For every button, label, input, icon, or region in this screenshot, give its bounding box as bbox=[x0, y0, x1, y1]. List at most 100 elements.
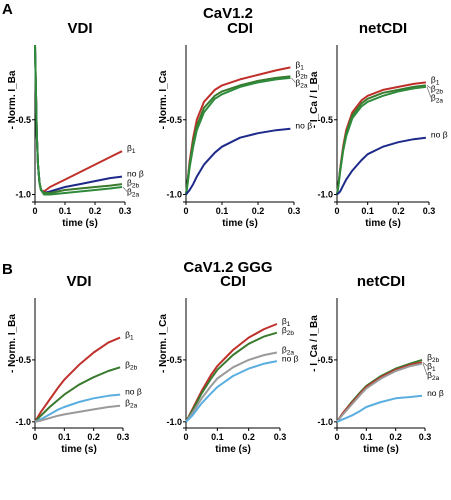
series-label-1: β2b bbox=[431, 83, 444, 95]
label-leader bbox=[422, 362, 428, 367]
series-label-1: no β bbox=[127, 169, 144, 179]
y-tick-label: -0.5 bbox=[166, 355, 182, 365]
series-label-3: no β bbox=[295, 121, 312, 131]
chart-b-netcdi: netCDI 0 0.1 0.2 0.3 -1.0 -0.5 time (s) - I_Ca /… bbox=[309, 273, 444, 455]
subplot-title: netCDI bbox=[359, 20, 407, 37]
label-leader bbox=[426, 85, 432, 89]
series-line bbox=[185, 351, 278, 423]
y-tick-label: -1.0 bbox=[15, 190, 31, 200]
x-tick-label: 0.1 bbox=[360, 432, 373, 442]
series-label-2: no β bbox=[125, 387, 142, 397]
series-line bbox=[34, 44, 123, 193]
y-axis-label: - Norm. I_Ba bbox=[7, 70, 18, 129]
x-tick-label: 0.3 bbox=[288, 206, 301, 216]
x-tick-label: 0.1 bbox=[361, 206, 374, 216]
series-line bbox=[185, 331, 278, 423]
chart-b-cdi: CDI 0 0.1 0.2 0.3 -1.0 -0.5 time (s) - Norm. I_C… bbox=[158, 273, 299, 455]
subplot-title: CDI bbox=[220, 273, 246, 290]
y-axis-label: - Norm. I_Ba bbox=[7, 314, 18, 373]
y-tick-label: -0.5 bbox=[15, 115, 31, 125]
series-label-2: β2a bbox=[431, 92, 444, 104]
y-tick-label: -1.0 bbox=[166, 190, 182, 200]
chart-b-vdi: VDI 0 0.1 0.2 0.3 -1.0 -0.5 time (s) - Norm. I_B… bbox=[7, 273, 142, 455]
x-axis-label: time (s) bbox=[365, 218, 401, 229]
y-tick-label: -0.5 bbox=[166, 115, 182, 125]
y-tick-label: -0.5 bbox=[15, 355, 31, 365]
x-tick-label: 0.2 bbox=[87, 432, 100, 442]
series-line bbox=[336, 361, 423, 423]
series-label-1: β2b bbox=[295, 68, 308, 80]
x-tick-label: 0.2 bbox=[252, 206, 265, 216]
row-title-a: CaV1.2 bbox=[203, 5, 253, 22]
x-tick-label: 0.3 bbox=[117, 432, 130, 442]
series-line bbox=[34, 44, 123, 194]
series-label-3: no β bbox=[431, 130, 448, 140]
label-leader bbox=[426, 86, 432, 98]
series-label-0: β1 bbox=[125, 330, 134, 342]
y-axis-label: - Norm. I_Ca bbox=[158, 314, 169, 373]
series-label-0: β1 bbox=[282, 316, 291, 328]
label-leader bbox=[291, 77, 296, 83]
series-line bbox=[185, 360, 278, 423]
series-line bbox=[34, 393, 121, 423]
x-axis-label: time (s) bbox=[215, 444, 251, 455]
series-label-1: β2b bbox=[125, 359, 138, 371]
x-axis-label: time (s) bbox=[61, 444, 97, 455]
label-leader bbox=[422, 363, 428, 376]
series-line bbox=[336, 136, 427, 196]
series-label-3: no β bbox=[282, 353, 299, 363]
x-tick-label: 0.2 bbox=[242, 432, 255, 442]
y-tick-label: -1.0 bbox=[15, 417, 31, 427]
series-label-1: β1 bbox=[427, 361, 436, 373]
x-tick-label: 0.3 bbox=[419, 432, 432, 442]
x-tick-label: 0.1 bbox=[59, 206, 72, 216]
x-tick-label: 0.2 bbox=[392, 206, 405, 216]
x-tick-label: 0 bbox=[334, 432, 339, 442]
y-axis-label: - I_Ca / I_Ba bbox=[309, 315, 320, 372]
y-axis-label: - Norm. I_Ca bbox=[158, 70, 169, 129]
series-label-1: β2b bbox=[282, 325, 295, 337]
x-tick-label: 0.1 bbox=[58, 432, 71, 442]
x-tick-label: 0.1 bbox=[216, 206, 229, 216]
subplot-title: CDI bbox=[227, 20, 253, 37]
series-line bbox=[185, 75, 291, 195]
series-label-0: β1 bbox=[431, 74, 440, 86]
series-label-3: β2a bbox=[125, 398, 138, 410]
series-label-2: β2b bbox=[127, 178, 140, 190]
x-axis-label: time (s) bbox=[62, 218, 98, 229]
label-leader bbox=[122, 186, 128, 192]
x-tick-label: 0 bbox=[32, 432, 37, 442]
y-tick-label: -1.0 bbox=[317, 417, 333, 427]
panel-letter-b: B bbox=[2, 261, 13, 278]
y-tick-label: -0.5 bbox=[317, 355, 333, 365]
series-line bbox=[336, 358, 423, 423]
series-line bbox=[336, 394, 423, 423]
series-label-2: β2a bbox=[427, 370, 440, 382]
x-tick-label: 0 bbox=[183, 432, 188, 442]
x-tick-label: 0.3 bbox=[119, 206, 132, 216]
chart-a-vdi: VDI 0 0.1 0.2 0.3 -1.0 -0.5 time (s) - Norm. I_B… bbox=[7, 20, 144, 229]
series-line bbox=[185, 76, 291, 195]
y-tick-label: -0.5 bbox=[317, 115, 333, 125]
x-tick-label: 0.3 bbox=[423, 206, 436, 216]
series-label-2: β2a bbox=[295, 77, 308, 89]
chart-a-netcdi: netCDI 0 0.1 0.2 0.3 -1.0 -0.5 time (s) - I_Ca /… bbox=[309, 20, 448, 229]
series-label-0: β1 bbox=[127, 143, 136, 155]
series-line bbox=[34, 404, 121, 423]
y-axis-label: - I_Ca / I_Ba bbox=[309, 71, 320, 128]
x-tick-label: 0.2 bbox=[89, 206, 102, 216]
series-line bbox=[185, 127, 291, 196]
row-title-b: CaV1.2 GGG bbox=[183, 259, 272, 276]
x-axis-label: time (s) bbox=[222, 218, 258, 229]
x-tick-label: 0 bbox=[183, 206, 188, 216]
series-line bbox=[336, 362, 423, 423]
series-label-3: no β bbox=[427, 388, 444, 398]
series-line bbox=[34, 366, 121, 423]
chart-a-cdi: CDI 0 0.1 0.2 0.3 -1.0 -0.5 time (s) - Norm. I_C… bbox=[158, 20, 312, 229]
x-tick-label: 0.2 bbox=[389, 432, 402, 442]
series-line bbox=[34, 44, 123, 194]
x-tick-label: 0 bbox=[32, 206, 37, 216]
series-label-2: β2a bbox=[282, 344, 295, 356]
x-tick-label: 0 bbox=[334, 206, 339, 216]
x-tick-label: 0.3 bbox=[274, 432, 287, 442]
